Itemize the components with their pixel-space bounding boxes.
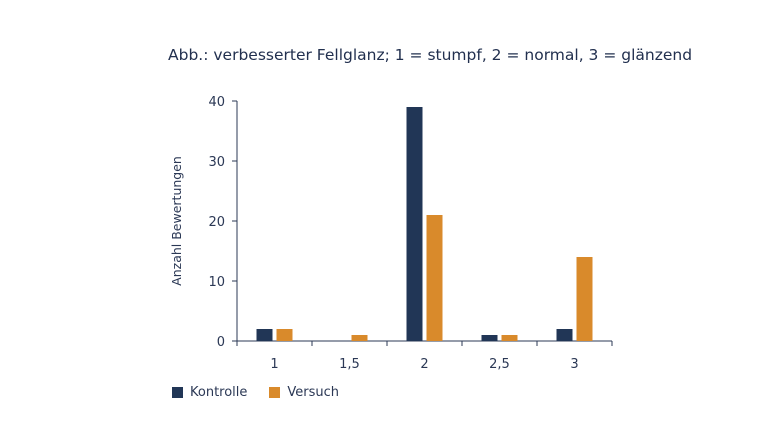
- chart-axes: [232, 100, 613, 346]
- legend-label-versuch: Versuch: [287, 385, 340, 400]
- bar-kontrolle-4: [556, 329, 573, 341]
- chart-labels: 0 10 20 30 40 1 1,5 2 2,5 3 Anzahl Bewertungen: [169, 95, 579, 372]
- bar-versuch-1: [351, 335, 368, 341]
- y-axis-title: Anzahl Bewertungen: [169, 156, 184, 286]
- bar-kontrolle-3: [481, 335, 498, 341]
- y-tick-label-10: 10: [208, 275, 225, 290]
- legend-swatch-kontrolle: [172, 387, 183, 398]
- chart-legend: Kontrolle Versuch: [172, 385, 361, 400]
- bar-kontrolle-2: [406, 107, 423, 341]
- bar-versuch-2: [426, 215, 443, 341]
- y-tick-label-30: 30: [208, 155, 225, 170]
- chart-title: Abb.: verbesserter Fellglanz; 1 = stumpf…: [168, 46, 693, 64]
- legend-swatch-versuch: [269, 387, 281, 398]
- y-tick-label-40: 40: [208, 95, 225, 110]
- x-tick-label-2: 2: [420, 357, 428, 372]
- legend-label-kontrolle: Kontrolle: [190, 385, 248, 400]
- bar-kontrolle-0: [256, 329, 273, 341]
- bar-versuch-3: [501, 335, 518, 341]
- y-tick-label-0: 0: [217, 335, 225, 350]
- y-tick-label-20: 20: [208, 215, 225, 230]
- x-tick-label-3: 2,5: [489, 357, 510, 372]
- legend-item-versuch: Versuch: [269, 385, 339, 400]
- chart-bars: [256, 107, 593, 341]
- legend-item-kontrolle: Kontrolle: [172, 385, 247, 400]
- bar-versuch-0: [276, 329, 293, 341]
- x-tick-label-1: 1,5: [339, 357, 360, 372]
- x-tick-label-4: 3: [570, 357, 578, 372]
- bar-versuch-4: [576, 257, 593, 341]
- x-tick-label-0: 1: [270, 357, 278, 372]
